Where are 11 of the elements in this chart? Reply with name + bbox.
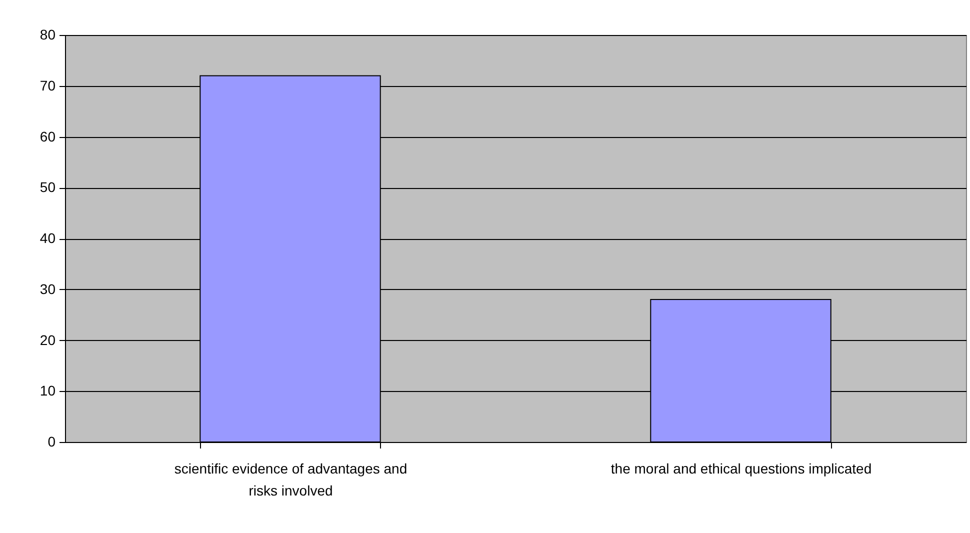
- y-tick-label: 0: [48, 434, 56, 450]
- y-tick-label: 30: [40, 280, 56, 297]
- y-tick-label: 40: [40, 230, 56, 246]
- x-tick-label: the moral and ethical questions implicated: [610, 460, 872, 476]
- y-tick-label: 20: [40, 332, 56, 348]
- y-tick-label: 50: [40, 179, 56, 196]
- y-tick-label: 70: [40, 77, 56, 94]
- y-tick-label: 60: [40, 128, 56, 144]
- x-tick-label: scientific evidence of advantages and risks involved: [174, 460, 408, 498]
- y-tick-label: 80: [40, 26, 56, 42]
- y-tick-label: 10: [40, 382, 56, 399]
